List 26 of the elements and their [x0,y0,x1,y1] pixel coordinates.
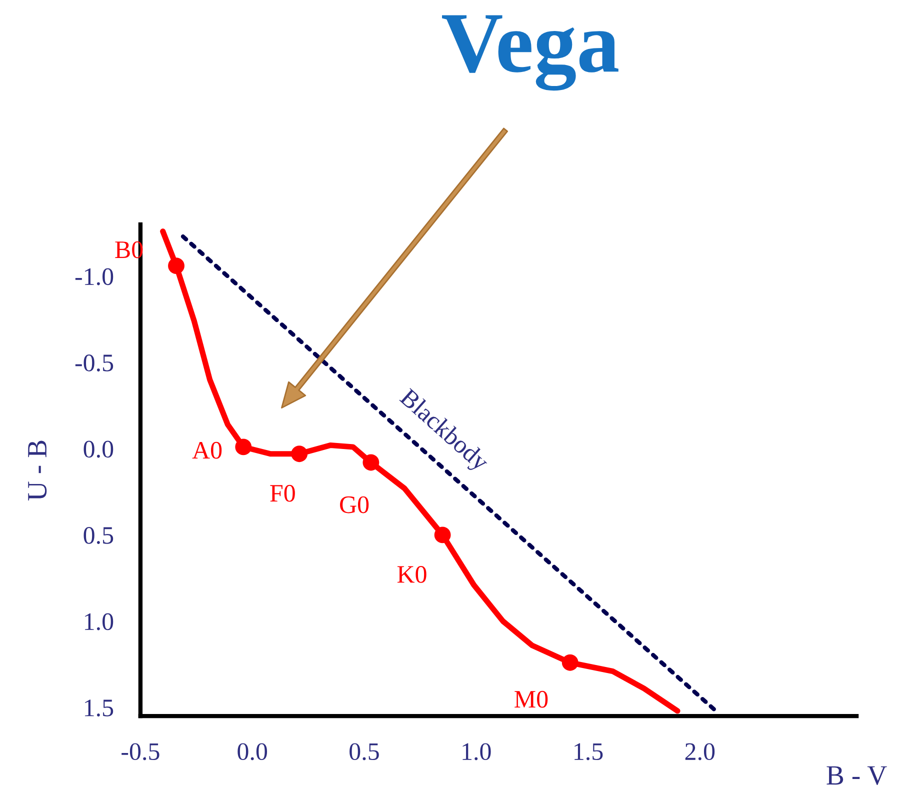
annotation: G0 [340,496,369,514]
x-tick-label: 1.5 [574,743,603,760]
x-tick-label: 0.0 [238,743,268,760]
annotation: M0 [514,690,548,708]
y-tick-label: -0.5 [75,354,114,372]
x-tick-label: -0.5 [122,743,160,760]
annotation: A0 [192,442,222,459]
text: Vega [442,15,618,91]
annotation: K0 [397,566,426,583]
point [434,526,451,544]
point [362,454,380,471]
annotation: F0 [270,484,295,502]
point [235,438,252,456]
point [291,446,308,462]
y-axis-title: U - B [28,440,47,501]
point [562,654,578,671]
x-tick-label: 1.0 [462,743,491,760]
x-axis-title: B - V [826,766,887,785]
x-tick-label: 2.0 [685,743,715,760]
y-tick-label: 1.5 [85,700,114,716]
y-tick-label: 0.0 [84,440,114,458]
point [168,258,184,274]
y-tick-label: -1.0 [75,268,114,286]
y-tick-label: 0.5 [84,526,114,544]
y-tick-label: 1.0 [85,613,114,630]
x-tick-label: 0.5 [350,743,379,760]
